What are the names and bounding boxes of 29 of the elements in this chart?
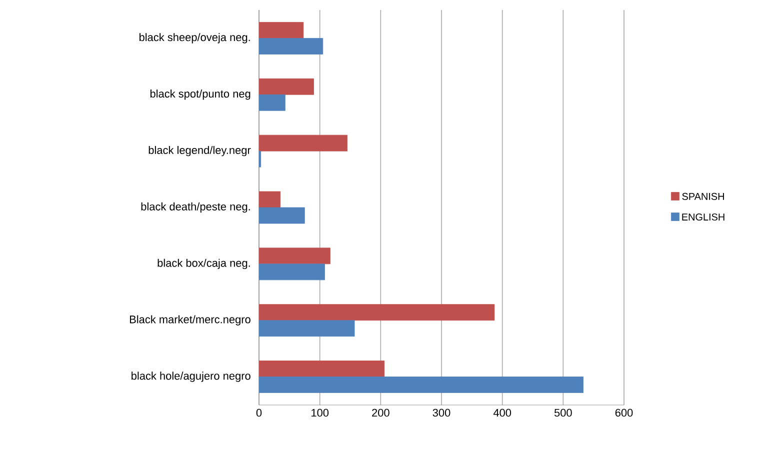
x-tick-label: 600: [615, 408, 633, 417]
bar: [259, 248, 330, 264]
y-tick-label: black spot/punto neg: [150, 90, 250, 100]
x-tick-label: 200: [372, 408, 390, 417]
bar: [259, 134, 348, 152]
bar: [259, 320, 355, 337]
y-tick-label: black legend/ley.negr: [148, 146, 251, 156]
bar: [259, 38, 324, 54]
bar: [259, 94, 286, 111]
y-tick-label: black box/caja neg.: [158, 258, 250, 270]
bar: [259, 360, 385, 377]
bar: [259, 376, 584, 393]
bar: [259, 264, 325, 280]
legend-label: SPANISH: [682, 192, 724, 200]
y-tick-label: Black market/merc.negro: [130, 315, 250, 326]
x-tick-label: 500: [554, 408, 572, 417]
y-tick-label: black death/peste neg.: [141, 202, 250, 213]
x-tick-label: 100: [312, 408, 329, 417]
legend-label: ENGLISH: [682, 213, 724, 221]
x-tick-label: 0: [256, 408, 262, 417]
bar: [259, 191, 280, 208]
x-tick-label: 300: [432, 408, 450, 417]
x-tick-label: 400: [493, 408, 512, 417]
bar: [259, 22, 304, 38]
y-tick-label: black sheep/oveja neg.: [139, 33, 250, 44]
bar: [259, 78, 314, 95]
bar: [259, 207, 305, 224]
y-tick-label: black hole/agujero negro: [132, 372, 250, 382]
bar: [259, 304, 495, 321]
